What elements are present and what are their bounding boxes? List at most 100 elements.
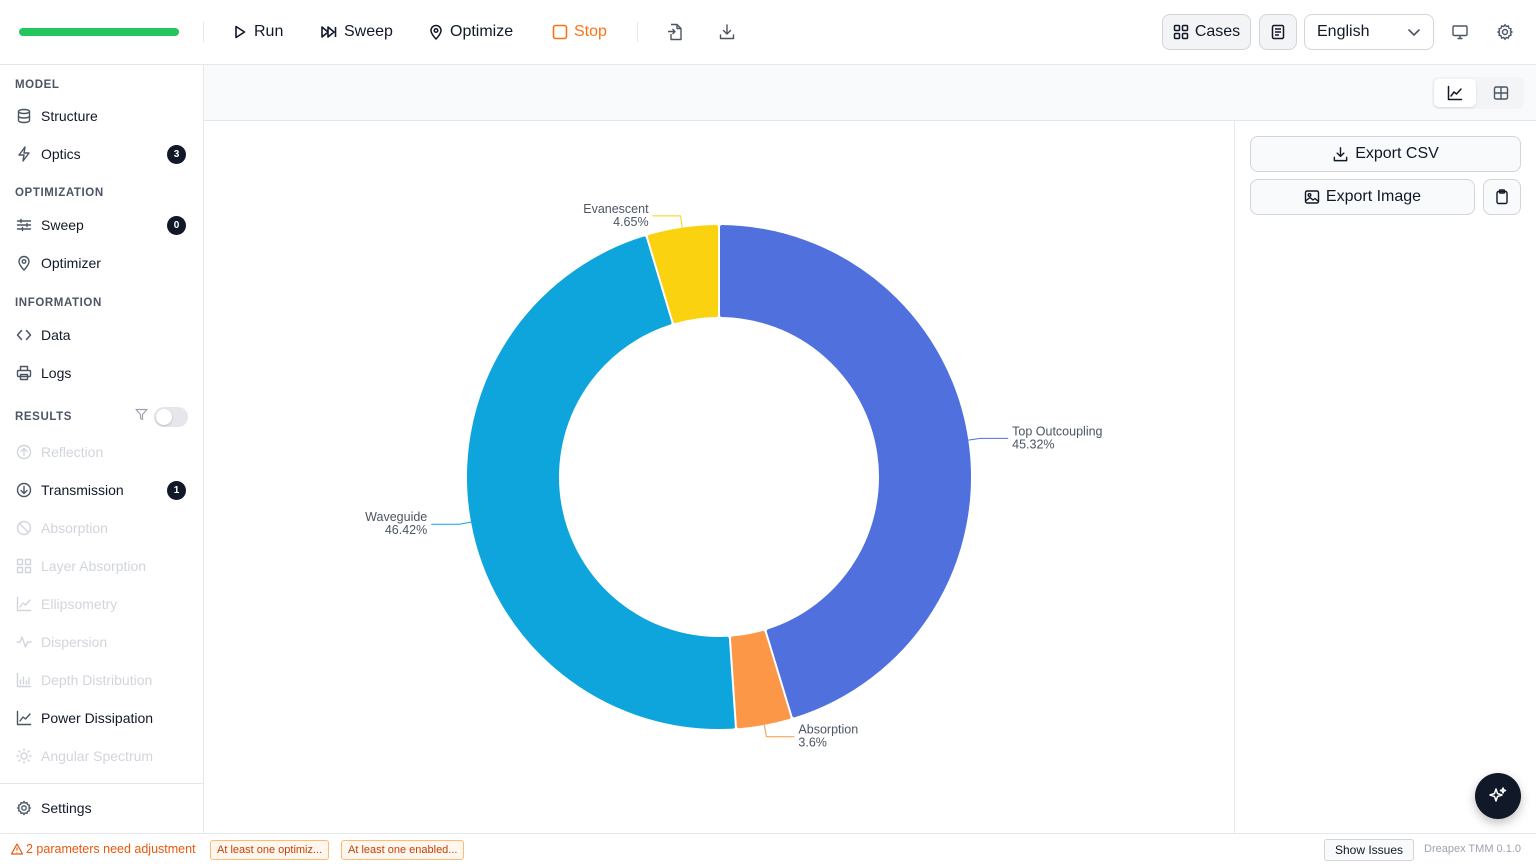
play-icon: [232, 24, 248, 40]
export-image-button[interactable]: Export Image: [1250, 179, 1475, 215]
language-value: English: [1317, 23, 1370, 40]
table-icon: [1493, 85, 1509, 101]
chart-area: Top Outcoupling 45.32% Absorption 3.6% Waveg…: [204, 121, 1234, 833]
sidebar-item-ellipsometry[interactable]: Ellipsometry: [15, 592, 190, 616]
cases-button[interactable]: Cases: [1162, 14, 1251, 50]
sidebar-item-label: Optimizer: [41, 255, 101, 271]
image-icon: [1304, 189, 1320, 205]
arrow-up-circle-icon: [15, 443, 33, 461]
map-pin-icon: [428, 24, 444, 40]
sidebar-item-logs[interactable]: Logs: [15, 361, 190, 385]
information-section-header: INFORMATION: [15, 297, 102, 309]
donut-slice-waveguide[interactable]: [467, 236, 735, 729]
sidebar-item-label: Ellipsometry: [41, 596, 118, 612]
sidebar-item-reflection[interactable]: Reflection: [15, 440, 190, 464]
count-badge: 1: [167, 481, 186, 500]
sidebar-item-label: Angular Spectrum: [41, 748, 154, 764]
sidebar-divider: [0, 783, 203, 784]
language-select[interactable]: English: [1304, 14, 1434, 50]
printer-icon: [15, 364, 33, 382]
sidebar-item-label: Settings: [41, 800, 92, 816]
chart-view-button[interactable]: [1434, 79, 1476, 107]
label-leader-line: [763, 724, 795, 738]
sidebar: MODEL Structure Optics 3 OPTIMIZATION Sw…: [0, 65, 204, 833]
donut-slice-top-outcoupling[interactable]: [720, 225, 971, 718]
slice-value-label: 46.42%: [385, 523, 427, 537]
optimize-button[interactable]: Optimize: [428, 19, 513, 45]
sidebar-item-optics[interactable]: Optics 3: [15, 142, 190, 166]
sidebar-item-optimizer[interactable]: Optimizer: [15, 251, 190, 275]
cases-label: Cases: [1194, 23, 1241, 40]
results-filter-toggle[interactable]: [154, 407, 188, 427]
sun-icon: [15, 747, 33, 765]
toolbar-divider: [203, 22, 204, 42]
top-toolbar: Run Sweep Optimize Stop Cases: [0, 0, 1536, 65]
sidebar-item-label: Reflection: [41, 444, 104, 460]
donut-slice-absorption[interactable]: [730, 630, 791, 729]
monitor-icon[interactable]: [1448, 20, 1472, 44]
notes-button[interactable]: [1259, 14, 1297, 50]
warning-status[interactable]: 2 parameters need adjustment: [11, 842, 196, 856]
sidebar-item-settings[interactable]: Settings: [15, 796, 190, 820]
sidebar-item-structure[interactable]: Structure: [15, 104, 190, 128]
notes-icon: [1270, 24, 1286, 40]
line-chart-icon: [15, 709, 33, 727]
sidebar-item-depth-distribution[interactable]: Depth Distribution: [15, 668, 190, 692]
view-toggle: [1432, 77, 1524, 109]
count-badge: 0: [167, 216, 186, 235]
slice-label: Top Outcoupling: [1012, 424, 1102, 438]
ban-icon: [15, 519, 33, 537]
sparkles-icon: [1488, 786, 1508, 806]
grid-icon: [1173, 24, 1189, 40]
sidebar-item-data[interactable]: Data: [15, 323, 190, 347]
issue-chip[interactable]: At least one optimiz...: [210, 840, 330, 860]
zap-icon: [15, 145, 33, 163]
slice-label: Evanescent: [583, 202, 649, 216]
export-csv-button[interactable]: Export CSV: [1250, 136, 1521, 172]
slice-label: Absorption: [798, 723, 858, 737]
sidebar-item-dispersion[interactable]: Dispersion: [15, 630, 190, 654]
bar-chart-icon: [15, 671, 33, 689]
download-icon[interactable]: [715, 20, 739, 44]
show-issues-button[interactable]: Show Issues: [1324, 839, 1414, 861]
model-section-header: MODEL: [15, 79, 60, 91]
slice-value-label: 4.65%: [613, 215, 648, 229]
sidebar-item-sweep[interactable]: Sweep 0: [15, 213, 190, 237]
stop-label: Stop: [574, 23, 607, 40]
optimize-label: Optimize: [450, 23, 514, 40]
clipboard-icon: [1494, 189, 1510, 205]
sidebar-item-layer-absorption[interactable]: Layer Absorption: [15, 554, 190, 578]
download-icon: [1332, 146, 1349, 163]
sidebar-item-transmission[interactable]: Transmission 1: [15, 478, 190, 502]
table-view-button[interactable]: [1480, 79, 1522, 107]
content-toolbar: [204, 65, 1536, 121]
donut-slice-evanescent[interactable]: [647, 225, 718, 324]
label-leader-line: [968, 437, 1009, 441]
line-chart-icon: [1447, 85, 1463, 101]
warning-triangle-icon: [11, 843, 23, 855]
ai-assistant-button[interactable]: [1475, 773, 1521, 819]
status-bar: 2 parameters need adjustment At least on…: [0, 833, 1536, 864]
sidebar-item-label: Layer Absorption: [41, 558, 147, 574]
count-badge: 3: [167, 145, 186, 164]
copy-clipboard-button[interactable]: [1483, 179, 1521, 215]
code-icon: [15, 326, 33, 344]
sweep-button[interactable]: Sweep: [320, 19, 393, 45]
pulse-icon: [15, 633, 33, 651]
sidebar-item-power-dissipation[interactable]: Power Dissipation: [15, 706, 190, 730]
stop-button[interactable]: Stop: [552, 19, 607, 45]
import-file-icon[interactable]: [663, 20, 687, 44]
sidebar-item-angular-spectrum[interactable]: Angular Spectrum: [15, 744, 190, 768]
issue-chip[interactable]: At least one enabled...: [341, 840, 465, 860]
run-button[interactable]: Run: [232, 19, 283, 45]
sliders-icon: [15, 216, 33, 234]
sidebar-item-absorption[interactable]: Absorption: [15, 516, 190, 540]
version-label: Dreapex TMM 0.1.0: [1424, 843, 1522, 855]
gear-icon[interactable]: [1493, 20, 1517, 44]
arrow-down-circle-icon: [15, 481, 33, 499]
progress-bar: [19, 28, 179, 36]
toggle-knob: [156, 409, 172, 425]
chevron-down-icon: [1407, 25, 1421, 39]
sidebar-item-label: Logs: [41, 365, 72, 381]
